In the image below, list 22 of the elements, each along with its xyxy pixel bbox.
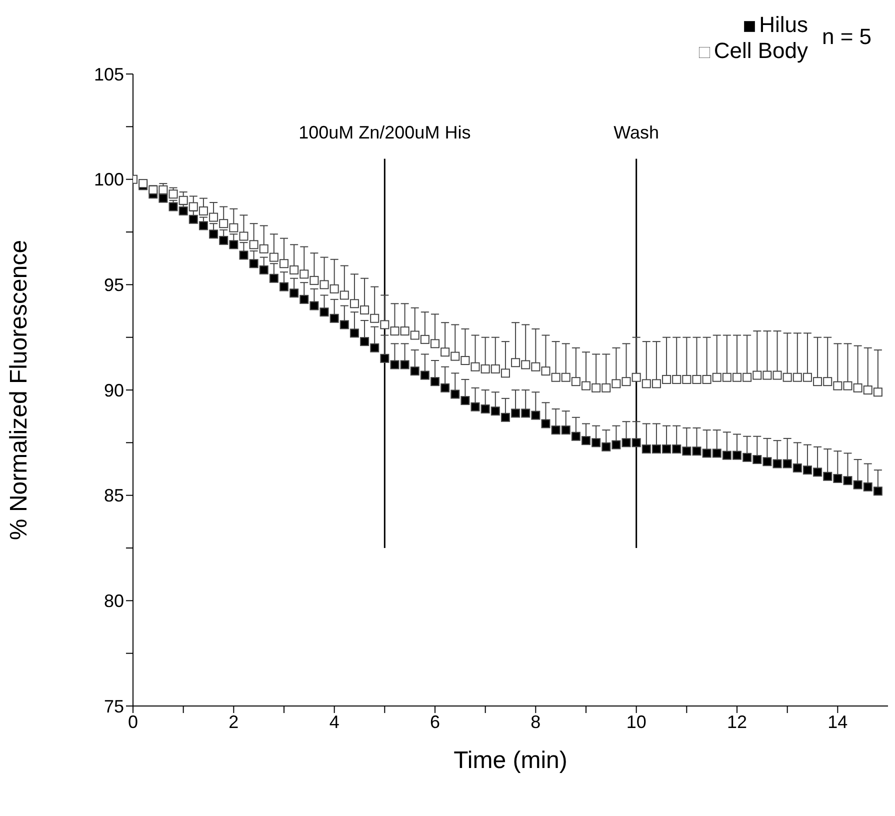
text: n = 5 [822,24,873,50]
x-tick-label: 2 [228,712,239,732]
x-tick-label: 8 [530,712,541,732]
legend-label: Hilus [759,12,808,37]
y-tick-label: 75 [104,696,124,716]
y-tick-label: 100 [94,170,124,190]
x-tick-label: 12 [726,712,748,732]
x-tick-label: 0 [128,712,138,732]
y-tick-label: 80 [104,591,124,612]
ref-line-label: 100uM Zn/200uM His [298,122,471,143]
x-tick-label: 6 [430,712,440,732]
ref-line-label: Wash [614,122,660,143]
x-tick-label: 10 [626,712,646,732]
y-tick-label: 105 [94,64,124,84]
legend-label: Cell Body [714,38,808,63]
x-tick-label: 4 [329,712,340,732]
y-axis-title: % Normalized Fluorescence [6,240,33,540]
x-axis-title: Time (min) [454,747,568,774]
x-tick-label: 14 [828,712,848,732]
y-tick-label: 95 [104,275,124,296]
y-tick-label: 85 [104,486,124,506]
y-tick-label: 90 [104,380,124,400]
